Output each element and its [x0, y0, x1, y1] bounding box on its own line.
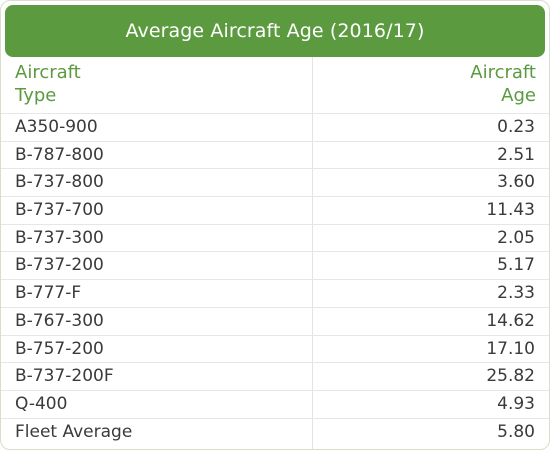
aircraft-age-cell: 3.60 [497, 172, 535, 193]
aircraft-age-cell: 17.10 [486, 338, 535, 359]
aircraft-type-cell: B-757-200 [15, 338, 104, 359]
aircraft-age-cell: 0.23 [497, 117, 535, 137]
column-header-aircraft-type-line1: Aircraft [15, 62, 81, 83]
column-header-aircraft-type: Aircraft Type [15, 61, 295, 111]
table-title: Average Aircraft Age (2016/17) [5, 5, 545, 57]
aircraft-age-cell: 2.33 [497, 283, 535, 304]
column-header-aircraft-age-line1: Aircraft [470, 62, 536, 83]
column-header-aircraft-type-line2: Type [15, 85, 57, 106]
aircraft-type-cell: A350-900 [15, 117, 98, 137]
aircraft-type-cell: B-767-300 [15, 310, 104, 331]
table-row: B-787-800 2.51 [1, 140, 549, 169]
table-row: B-737-200 5.17 [1, 251, 549, 279]
column-header-aircraft-age-line2: Age [501, 85, 536, 106]
aircraft-type-cell: B-737-200 [15, 255, 104, 276]
aircraft-age-cell: 25.82 [486, 366, 535, 387]
aircraft-type-cell: B-737-300 [15, 227, 104, 248]
table-row: B-737-300 2.05 [1, 223, 549, 252]
aircraft-type-cell: B-737-700 [15, 200, 104, 221]
aircraft-type-cell: B-737-800 [15, 172, 104, 193]
table-row: B-737-800 3.60 [1, 168, 549, 196]
table-row: B-767-300 14.62 [1, 306, 549, 335]
aircraft-age-cell: 5.80 [497, 421, 535, 442]
aircraft-age-cell: 11.43 [486, 200, 535, 221]
table-body: A350-900 0.23 B-787-800 2.51 B-737-800 3… [1, 113, 549, 445]
table-row: Q-400 4.93 [1, 389, 549, 418]
table-row: B-757-200 17.10 [1, 334, 549, 363]
aircraft-age-cell: 14.62 [486, 310, 535, 331]
table-row: B-777-F 2.33 [1, 279, 549, 307]
aircraft-type-cell: Q-400 [15, 393, 68, 414]
column-header-aircraft-age: Aircraft Age [331, 61, 536, 111]
aircraft-type-cell: B-777-F [15, 283, 82, 304]
table-row-fleet-average: Fleet Average 5.80 [1, 417, 549, 446]
aircraft-type-cell: Fleet Average [15, 421, 133, 442]
column-divider [312, 57, 313, 449]
aircraft-type-cell: B-787-800 [15, 144, 104, 165]
table-row: A350-900 0.23 [1, 113, 549, 141]
table-row: B-737-200F 25.82 [1, 362, 549, 390]
table-row: B-737-700 11.43 [1, 196, 549, 224]
aircraft-age-cell: 2.05 [497, 227, 535, 248]
aircraft-age-cell: 4.93 [497, 393, 535, 414]
aircraft-age-cell: 2.51 [497, 144, 535, 165]
aircraft-type-cell: B-737-200F [15, 366, 114, 387]
aircraft-age-cell: 5.17 [497, 255, 535, 276]
